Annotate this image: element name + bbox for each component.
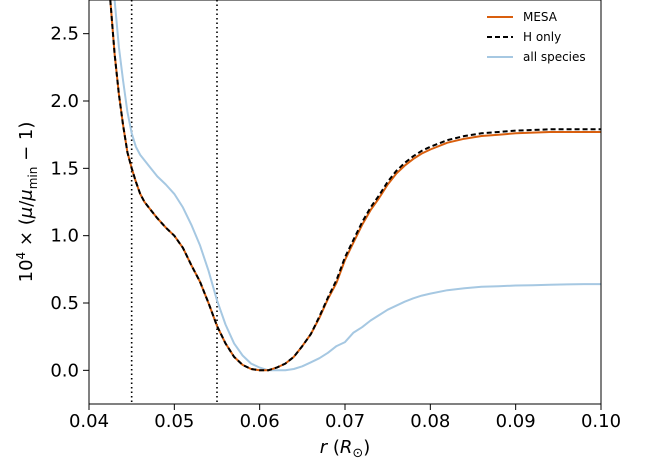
legend-label: MESA — [523, 10, 558, 24]
x-tick-label: 0.10 — [581, 411, 621, 432]
y-tick-label: 2.0 — [50, 91, 79, 112]
y-tick-label: 0.0 — [50, 360, 79, 381]
x-tick-label: 0.04 — [69, 411, 109, 432]
y-axis-label: 104 × (μ/μmin − 1) — [14, 122, 40, 283]
x-axis: 0.04 0.05 0.06 0.07 0.08 0.09 0.10 — [69, 404, 621, 432]
legend: MESA H only all species — [487, 10, 586, 64]
series-line-h-only — [109, 0, 601, 372]
y-tick-label: 1.0 — [50, 226, 79, 247]
y-axis: 0.0 0.5 1.0 1.5 2.0 2.5 — [50, 24, 89, 381]
x-tick-label: 0.07 — [325, 411, 365, 432]
series-line-all-species — [113, 0, 601, 372]
x-tick-label: 0.06 — [240, 411, 280, 432]
y-tick-label: 1.5 — [50, 158, 79, 179]
y-tick-label: 2.5 — [50, 24, 79, 45]
x-tick-label: 0.05 — [154, 411, 194, 432]
y-tick-label: 0.5 — [50, 293, 79, 314]
x-axis-label: r (R⊙) — [320, 437, 371, 461]
legend-label: all species — [523, 50, 586, 64]
series-layer — [109, 0, 601, 372]
x-tick-label: 0.09 — [496, 411, 536, 432]
legend-label: H only — [523, 30, 561, 44]
x-tick-label: 0.08 — [410, 411, 450, 432]
